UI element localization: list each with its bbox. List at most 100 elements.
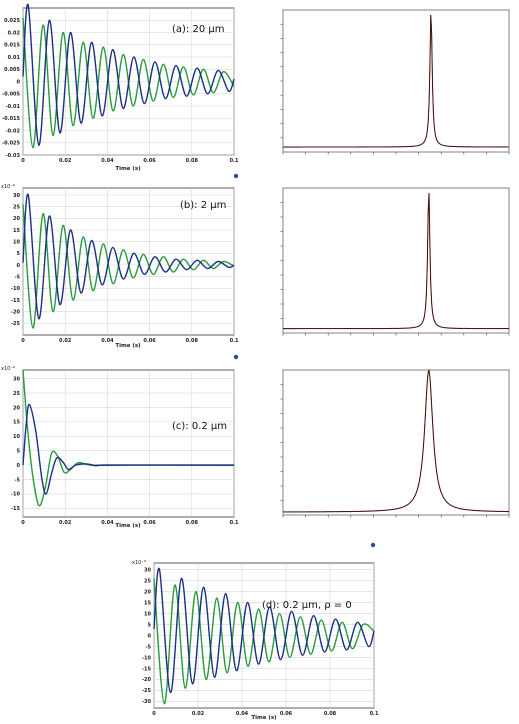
time-plot-c-ytick-label-8: -10	[11, 492, 21, 498]
time-plot-a-xtick-label-5: 0.1	[230, 158, 239, 164]
spectrum-plot-c-frame	[282, 369, 510, 516]
time-plot-d-title: (d): 0.2 μm, ρ = 0	[262, 600, 352, 611]
time-plot-c-ytick-label-3: 15	[13, 420, 20, 426]
time-plot-c-ytick-label-2: 20	[13, 405, 20, 411]
spectrum-plot-c	[280, 368, 510, 518]
time-plot-a-series	[22, 3, 235, 149]
time-plot-b-ytick-label-7: -5	[14, 274, 20, 280]
time-plot-d-ytick-label-11: -25	[142, 688, 152, 694]
time-plot-c-ytick-label-1: 25	[13, 391, 20, 397]
time-plot-d: 0 0.02 0.04 0.06 0.08 0.1 30 25 20 15 10 5 0 -5 -10 -15…	[132, 560, 379, 721]
panel-a-marker	[233, 173, 239, 179]
time-plot-b-xtick-label-3: 0.06	[143, 338, 156, 344]
time-plot-d-ytick-label-7: -5	[145, 644, 151, 650]
time-plot-c-xtick-label-5: 0.1	[230, 520, 239, 526]
time-plot-b-ytick-label-2: 20	[13, 216, 20, 222]
time-plot-b: 0 0.02 0.04 0.06 0.08 0.1 30 25 20 15 10 5 0 -5 -10 -15…	[1, 184, 239, 349]
time-plot-b-ytick-label-10: -20	[11, 309, 21, 315]
time-plot-c-xtick-label-4: 0.08	[186, 520, 199, 526]
time-plot-c-exponent: x10⁻⁶	[1, 366, 15, 372]
time-plot-a-xtick-label-2: 0.04	[101, 158, 114, 164]
time-plot-d-series	[153, 567, 375, 705]
time-plot-d-ytick-label-2: 20	[144, 589, 151, 595]
spectrum-plot-a-frame	[282, 9, 510, 153]
time-plot-a: 0 0.02 0.04 0.06 0.08 0.1 0.025 0.02 0.015 0.01 0.…	[2, 3, 239, 172]
spectrum-plot-a	[280, 9, 510, 155]
time-plot-b-title: (b): 2 μm	[180, 200, 226, 211]
spectrum-plot-b	[280, 187, 510, 336]
time-plot-a-ytick-label-0: 0.025	[4, 18, 20, 24]
spectrum-plot-a-series	[283, 14, 509, 148]
time-plot-c-series-blue	[22, 403, 235, 495]
time-plot-a-ytick-label-7: -0.01	[6, 104, 21, 110]
time-plot-c-ytick-label-6: 0	[17, 463, 21, 469]
time-plot-a-ytick-label-5: 0	[17, 79, 21, 85]
time-plot-c-xtick-label-3: 0.06	[143, 520, 156, 526]
time-plot-d-ytick-label-12: -30	[142, 699, 152, 705]
time-plot-d-grid	[153, 563, 375, 708]
time-plot-d-series-blue	[153, 567, 375, 694]
time-plot-d-ytick-label-8: -10	[142, 655, 152, 661]
time-plot-b-exponent: x10⁻⁶	[1, 184, 15, 190]
time-plot-b-series	[22, 193, 235, 329]
time-plot-c-ytick-label-7: -5	[14, 477, 20, 483]
time-plot-d-ytick-label-1: 25	[144, 578, 151, 584]
time-plot-b-series-blue	[22, 193, 235, 320]
time-plot-b-ticks: 0 0.02 0.04 0.06 0.08 0.1 30 25 20 15 10 5 0 -5 -10 -15…	[11, 193, 239, 344]
time-plot-b-xtick-label-5: 0.1	[230, 338, 239, 344]
time-plot-b-grid	[22, 188, 235, 335]
time-plot-c-ytick-label-0: 30	[13, 376, 20, 382]
time-plot-a-xtick-label-0: 0	[21, 158, 25, 164]
time-plot-d-xtick-label-5: 0.1	[370, 711, 379, 717]
time-plot-d-ytick-label-9: -15	[142, 666, 152, 672]
spectrum-plot-c-ticks	[280, 384, 510, 518]
time-plot-b-ytick-label-0: 30	[13, 193, 20, 199]
spectrum-plot-a-series-spectrum	[283, 14, 509, 148]
spectrum-plot-c-series	[283, 368, 510, 513]
time-plot-d-xtick-label-3: 0.06	[280, 711, 293, 717]
spectrum-plot-b-frame	[282, 187, 510, 334]
time-plot-d-ytick-label-6: 0	[148, 633, 152, 639]
time-plot-b-ytick-label-1: 25	[13, 204, 20, 210]
time-plot-d-ytick-label-4: 10	[144, 611, 151, 617]
time-plot-a-ytick-label-8: -0.015	[2, 116, 20, 122]
time-plot-d-xtick-label-1: 0.02	[192, 711, 205, 717]
time-plot-d-ytick-label-10: -20	[142, 677, 152, 683]
time-plot-b-ytick-label-6: 0	[17, 263, 21, 269]
time-plot-a-xlabel: Time (s)	[115, 166, 141, 172]
time-plot-c-series	[22, 369, 235, 507]
time-plot-a-xtick-label-3: 0.06	[143, 158, 156, 164]
time-plot-c-ytick-label-5: 5	[17, 449, 21, 455]
spectrum-plot-b-series	[283, 192, 509, 330]
time-plot-b-xtick-label-1: 0.02	[59, 338, 72, 344]
time-plot-a-ytick-label-6: -0.005	[2, 92, 20, 98]
time-plot-a-series-green	[22, 17, 235, 149]
time-plot-d-ytick-label-3: 15	[144, 600, 151, 606]
time-plot-b-ytick-label-9: -15	[11, 298, 21, 304]
time-plot-c-ytick-label-9: -15	[11, 506, 21, 512]
spectrum-plot-b-ticks	[280, 202, 510, 336]
time-plot-a-series-blue	[22, 3, 235, 146]
time-plot-d-ticks: 0 0.02 0.04 0.06 0.08 0.1 30 25 20 15 10 5 0 -5 -10 -15…	[142, 567, 379, 717]
time-plot-a-grid	[22, 8, 235, 156]
time-plot-b-ytick-label-3: 15	[13, 228, 20, 234]
time-plot-b-xtick-label-2: 0.04	[101, 338, 114, 344]
time-plot-c-xtick-label-1: 0.02	[59, 520, 72, 526]
time-plot-b-ytick-label-11: -25	[11, 321, 21, 327]
time-plot-b-ytick-label-5: 5	[17, 251, 21, 257]
time-plot-a-xtick-label-4: 0.08	[186, 158, 199, 164]
time-plot-d-series-green	[153, 578, 375, 705]
time-plot-d-ytick-label-0: 30	[144, 567, 151, 573]
time-plot-b-xlabel: Time (s)	[115, 343, 141, 349]
time-plot-a-ytick-label-1: 0.02	[8, 30, 21, 36]
time-plot-a-ticks: 0 0.02 0.04 0.06 0.08 0.1 0.025 0.02 0.015 0.01 0.…	[2, 18, 239, 164]
time-plot-c-title: (c): 0.2 μm	[172, 421, 227, 432]
time-plot-a-ytick-label-10: -0.025	[2, 141, 20, 147]
time-plot-b-ytick-label-4: 10	[13, 239, 20, 245]
time-plot-d-xlabel: Time (s)	[251, 715, 277, 721]
spectrum-plot-a-ticks	[280, 23, 510, 155]
time-plot-a-ytick-label-11: -0.03	[6, 153, 21, 159]
time-plot-b-xtick-label-0: 0	[21, 338, 25, 344]
time-plot-c-ytick-label-4: 10	[13, 434, 20, 440]
time-plot-c: 0 0.02 0.04 0.06 0.08 0.1 30 25 20 15 10 5 0 -5 -10 -15…	[1, 366, 239, 529]
